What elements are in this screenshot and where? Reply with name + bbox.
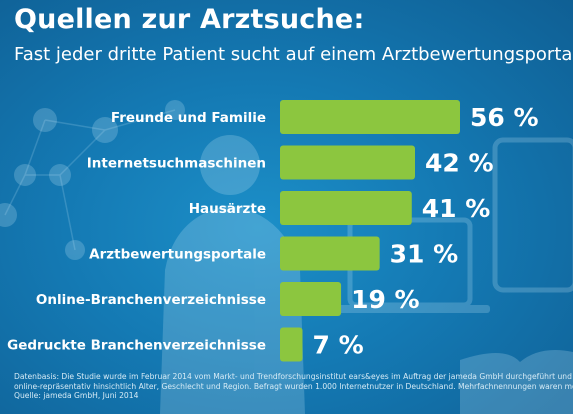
bar xyxy=(280,191,412,225)
bar xyxy=(280,145,415,180)
category-label: Gedruckte Branchenverzeichnisse xyxy=(7,338,266,354)
doctor-silhouette-icon xyxy=(160,135,305,414)
footnote-line: Datenbasis: Die Studie wurde im Februar … xyxy=(14,372,573,381)
bar xyxy=(280,327,303,362)
value-label: 7 % xyxy=(313,331,364,360)
footnote-line: Quelle: jameda GmbH, Juni 2014 xyxy=(14,391,139,401)
category-label: Online-Branchenverzeichnisse xyxy=(36,292,266,308)
bar xyxy=(280,236,380,271)
value-label: 56 % xyxy=(470,103,539,132)
value-label: 19 % xyxy=(351,285,420,314)
bar xyxy=(280,100,460,134)
tablet-icon xyxy=(492,137,573,293)
category-label: Internetsuchmaschinen xyxy=(87,156,266,172)
value-label: 42 % xyxy=(425,149,494,178)
value-label: 41 % xyxy=(422,194,491,223)
book-icon xyxy=(460,349,573,414)
bar xyxy=(280,282,342,316)
footnote: Datenbasis: Die Studie wurde im Februar … xyxy=(14,372,573,401)
person-network-icon xyxy=(0,100,185,260)
category-label: Hausärzte xyxy=(189,201,266,217)
value-label: 31 % xyxy=(390,240,459,269)
category-label: Arztbewertungsportale xyxy=(89,247,266,263)
category-label: Freunde und Familie xyxy=(111,110,266,126)
page-title: Quellen zur Arztsuche: xyxy=(14,4,365,35)
footnote-line: online-repräsentativ hinsichtlich Alter,… xyxy=(14,381,573,391)
page-subtitle: Fast jeder dritte Patient sucht auf eine… xyxy=(14,44,573,65)
